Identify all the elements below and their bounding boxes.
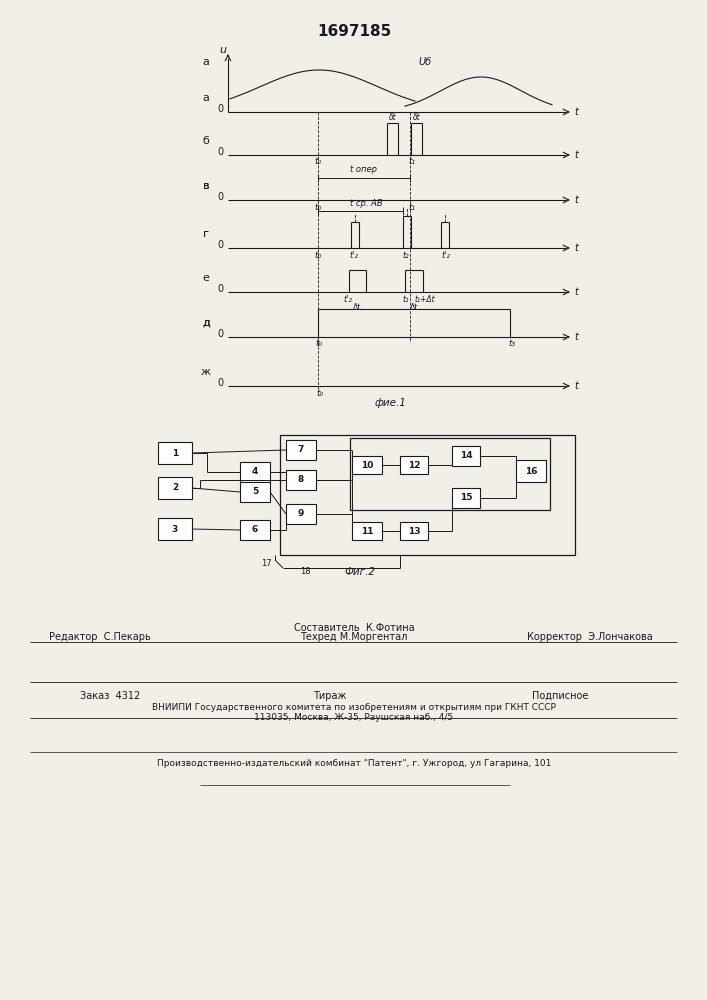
Text: t₁: t₁	[409, 202, 416, 212]
Bar	[240, 482, 270, 502]
Bar	[240, 462, 270, 482]
Bar	[452, 488, 480, 508]
Text: Фиг.2: Фиг.2	[344, 567, 375, 577]
Text: 10: 10	[361, 460, 373, 470]
Bar	[158, 442, 192, 464]
Text: 14: 14	[460, 452, 472, 460]
Bar	[286, 470, 316, 490]
Bar	[158, 477, 192, 499]
Text: 16: 16	[525, 466, 537, 476]
Text: t: t	[574, 243, 578, 253]
Bar	[280, 435, 575, 555]
Text: Корректор  Э.Лончакова: Корректор Э.Лончакова	[527, 632, 653, 642]
Text: 2: 2	[172, 484, 178, 492]
Text: t₁+Δt: t₁+Δt	[415, 294, 436, 304]
Text: 0: 0	[217, 104, 223, 114]
Text: 5: 5	[252, 488, 258, 496]
Bar	[452, 446, 480, 466]
Text: t₀: t₀	[315, 340, 322, 349]
Text: t'₂: t'₂	[349, 250, 358, 259]
Text: в: в	[203, 181, 209, 191]
Bar	[516, 460, 546, 482]
Text: 0: 0	[217, 147, 223, 157]
Text: 1: 1	[172, 448, 178, 458]
Text: д: д	[202, 318, 210, 328]
Text: фие.1: фие.1	[374, 398, 406, 408]
Text: t: t	[574, 381, 578, 391]
Text: Подписное: Подписное	[532, 691, 588, 701]
Text: а: а	[203, 57, 209, 67]
Text: t: t	[574, 287, 578, 297]
Bar	[240, 520, 270, 540]
Text: t: t	[574, 332, 578, 342]
Bar	[158, 518, 192, 540]
Text: 12: 12	[408, 460, 420, 470]
Text: ж: ж	[201, 367, 211, 377]
Text: Производственно-издательский комбинат "Патент", г. Ужгород, ул Гагарина, 101: Производственно-издательский комбинат "П…	[157, 758, 551, 768]
Text: t₁: t₁	[409, 157, 416, 166]
Text: 4: 4	[252, 468, 258, 477]
Text: Заказ  4312: Заказ 4312	[80, 691, 140, 701]
Text: t₃: t₃	[508, 340, 515, 349]
Text: г: г	[203, 229, 209, 239]
Text: ВНИИПИ Государственного комитета по изобретениям и открытиям при ГКНТ СССР: ВНИИПИ Государственного комитета по изоб…	[152, 702, 556, 712]
Text: е: е	[203, 273, 209, 283]
Text: 0: 0	[217, 329, 223, 339]
Text: 0: 0	[217, 240, 223, 250]
Text: 11: 11	[361, 526, 373, 536]
Text: Тираж: Тираж	[313, 691, 346, 701]
Text: Uб: Uб	[419, 57, 431, 67]
Text: б: б	[203, 136, 209, 146]
Text: а: а	[203, 93, 209, 103]
Text: 113035, Москва, Ж-35, Раушская наб., 4/5: 113035, Москва, Ж-35, Раушская наб., 4/5	[255, 712, 454, 722]
Text: u: u	[219, 45, 226, 55]
Text: 0: 0	[217, 378, 223, 388]
Text: 1697185: 1697185	[317, 24, 391, 39]
Text: t: t	[574, 107, 578, 117]
Text: t₁: t₁	[403, 294, 409, 304]
Text: t: t	[574, 150, 578, 160]
Text: Техред М.Моргентал: Техред М.Моргентал	[300, 632, 408, 642]
Text: 0: 0	[217, 284, 223, 294]
Text: 7: 7	[298, 446, 304, 454]
Text: 13: 13	[408, 526, 420, 536]
Text: Составитель  К.Фотина: Составитель К.Фотина	[293, 623, 414, 633]
Text: 0: 0	[217, 192, 223, 202]
Text: 6: 6	[252, 526, 258, 534]
Text: t₂: t₂	[403, 250, 409, 259]
Text: t₀: t₀	[315, 250, 322, 259]
Text: 17: 17	[262, 560, 272, 568]
Text: t₀: t₀	[317, 388, 324, 397]
Text: t опер: t опер	[351, 165, 378, 174]
Text: 9: 9	[298, 510, 304, 518]
Text: δt: δt	[389, 113, 397, 122]
Text: Δt: Δt	[410, 302, 418, 312]
Text: 15: 15	[460, 493, 472, 502]
Bar	[400, 456, 428, 474]
Text: Редактор  С.Пекарь: Редактор С.Пекарь	[49, 632, 151, 642]
Text: t'₂: t'₂	[344, 294, 352, 304]
Text: г: г	[203, 229, 209, 239]
Text: t₀: t₀	[315, 157, 322, 166]
Text: 8: 8	[298, 476, 304, 485]
Text: 3: 3	[172, 524, 178, 534]
Text: t ср. АВ: t ср. АВ	[350, 198, 382, 208]
Text: д: д	[202, 318, 210, 328]
Bar	[350, 438, 550, 510]
Bar	[286, 504, 316, 524]
Bar	[352, 522, 382, 540]
Bar	[286, 440, 316, 460]
Text: t: t	[574, 195, 578, 205]
Text: δt: δt	[413, 113, 421, 122]
Bar	[352, 456, 382, 474]
Text: в: в	[203, 181, 209, 191]
Text: 18: 18	[300, 568, 310, 576]
Bar	[400, 522, 428, 540]
Text: t'₂: t'₂	[442, 250, 450, 259]
Text: Δt: Δt	[354, 302, 362, 312]
Text: t₀: t₀	[315, 202, 322, 212]
